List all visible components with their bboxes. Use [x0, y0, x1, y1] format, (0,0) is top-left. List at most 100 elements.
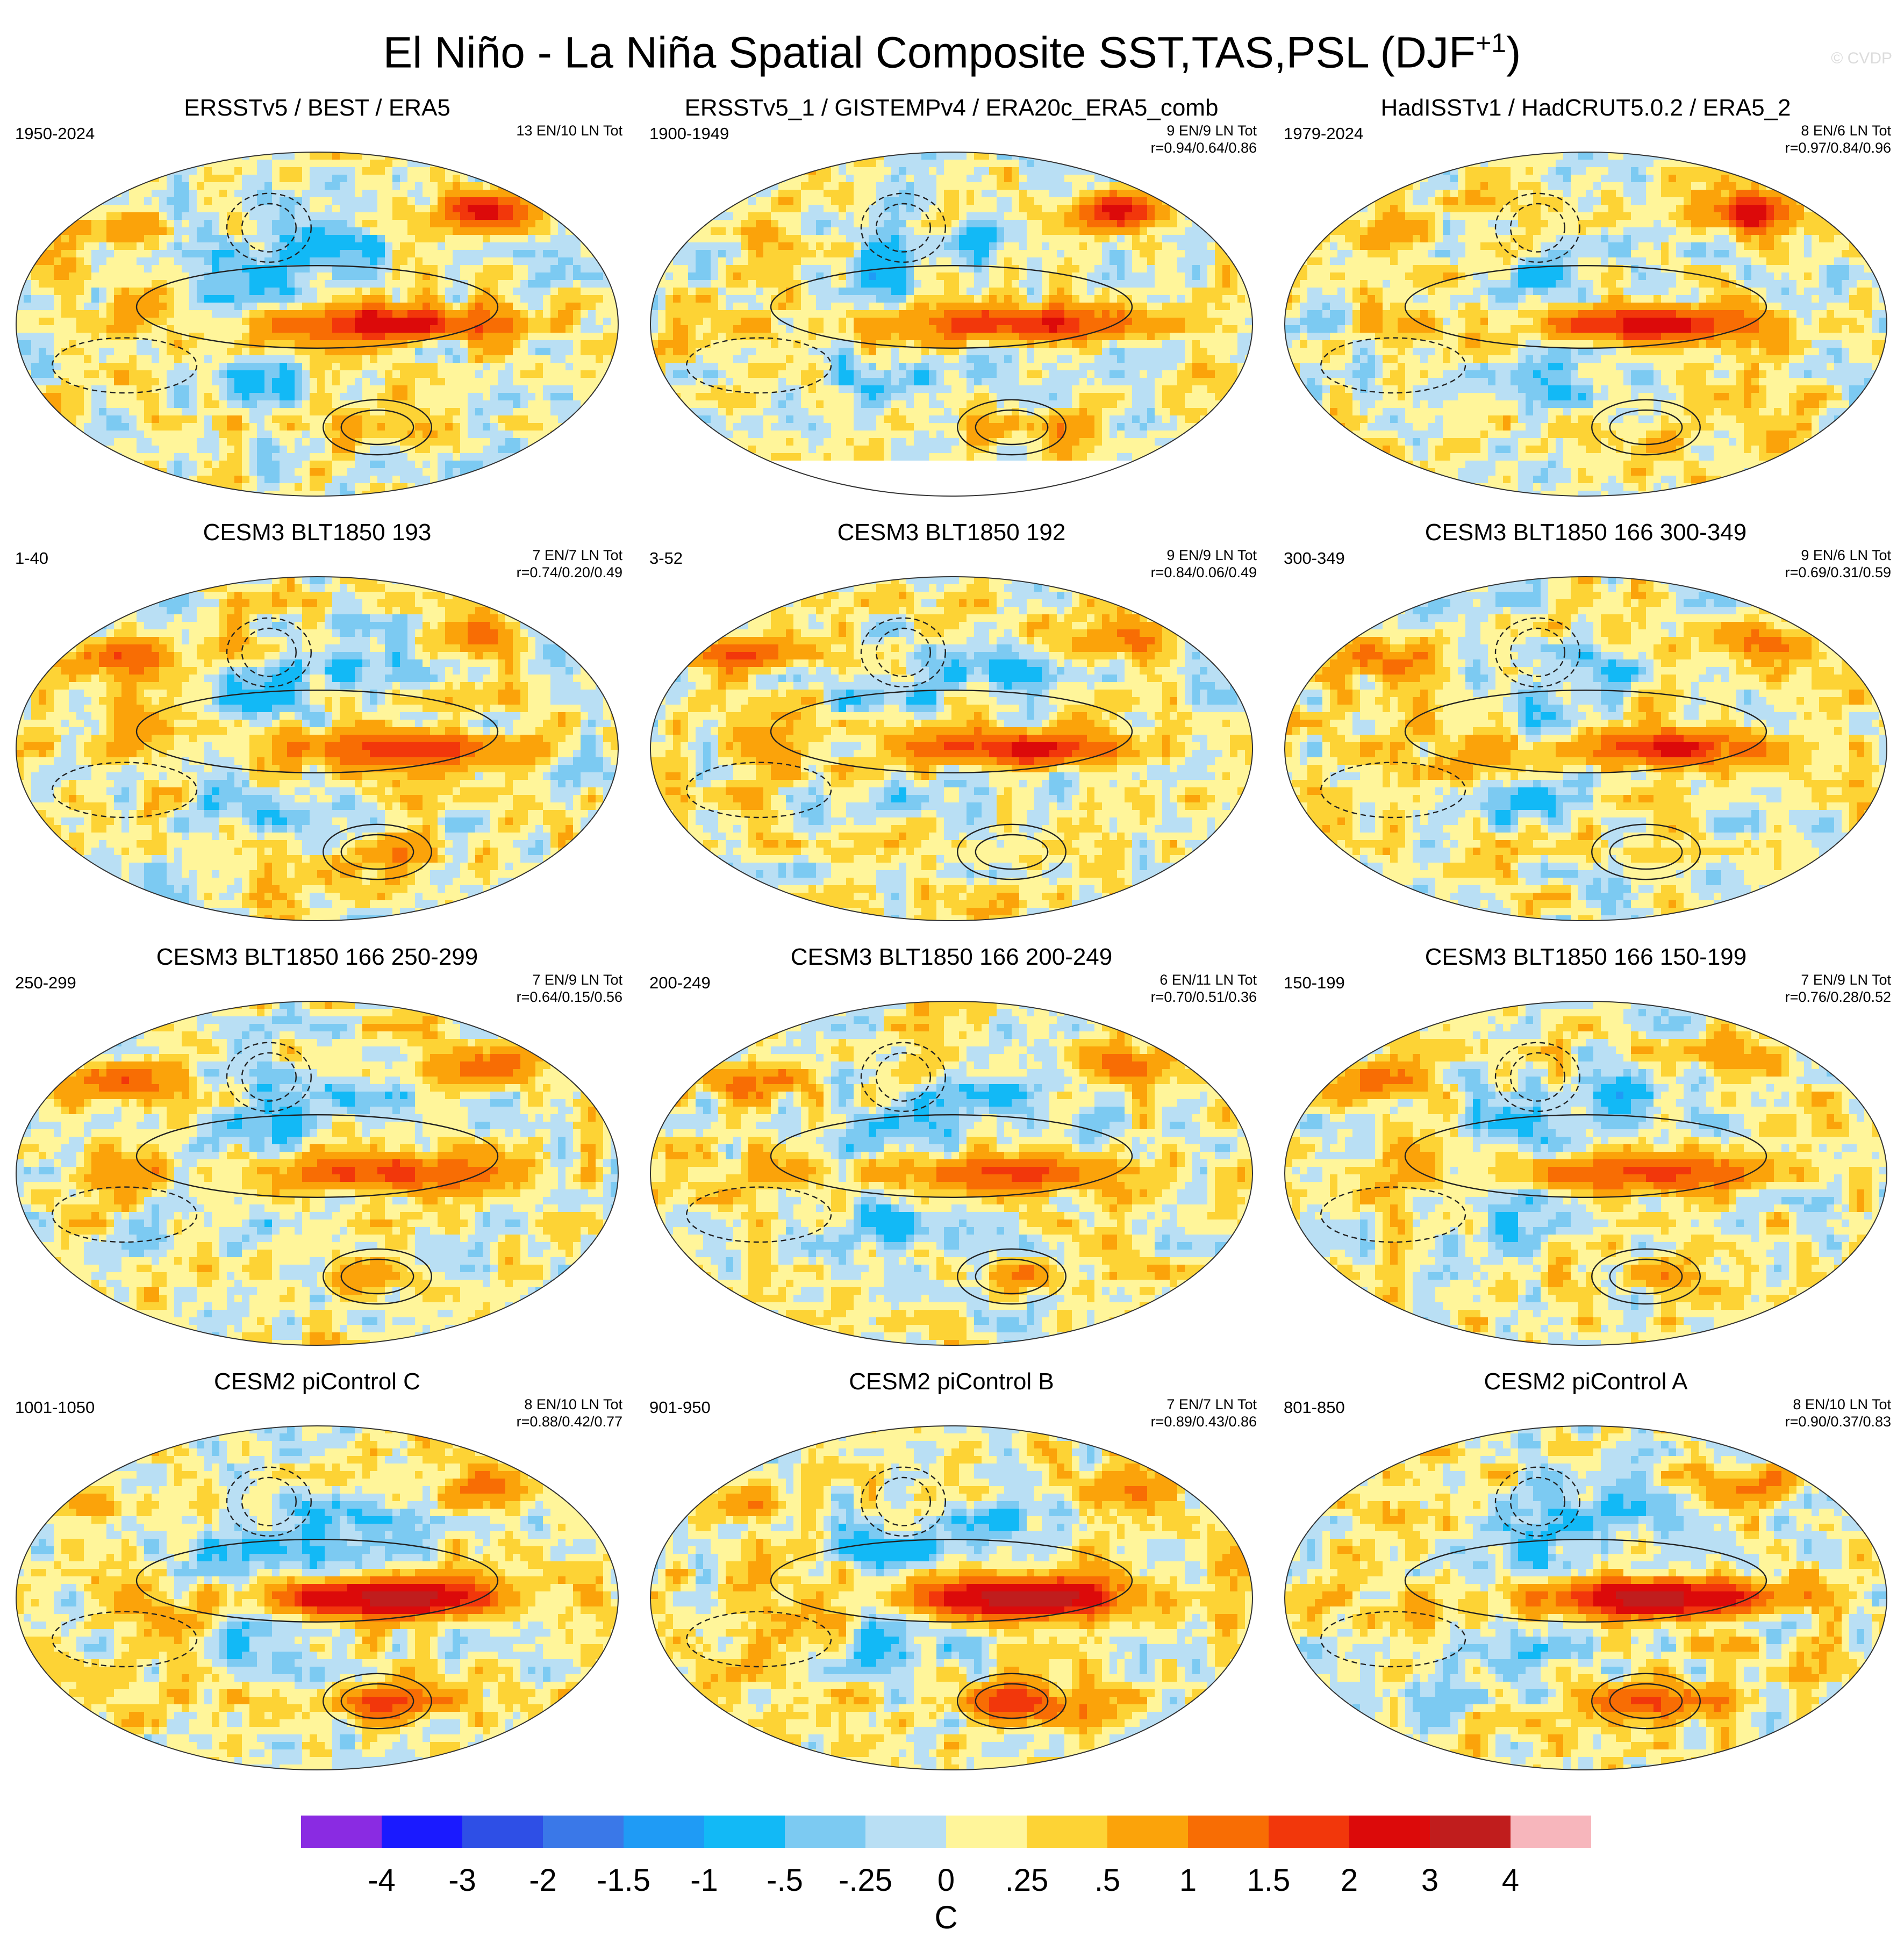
colorbar-tick-label: .5 — [1094, 1863, 1120, 1898]
map-plot — [16, 1001, 619, 1346]
psl-contours — [52, 1042, 499, 1305]
panel-counts: 7 EN/7 LN Tot r=0.74/0.20/0.49 — [517, 547, 622, 581]
colorbar-swatch — [1027, 1816, 1107, 1848]
panel-years: 250-299 — [15, 973, 76, 993]
colorbar-swatch — [301, 1816, 382, 1848]
panel-counts: 9 EN/9 LN Tot r=0.84/0.06/0.49 — [1151, 547, 1257, 581]
psl-contours — [686, 192, 1133, 456]
psl-contours — [52, 192, 499, 456]
colorbar-swatch — [1430, 1816, 1511, 1848]
event-counts: 7 EN/9 LN Tot — [1801, 972, 1891, 988]
panel-counts: 8 EN/10 LN Tot r=0.90/0.37/0.83 — [1785, 1396, 1891, 1430]
psl-contours — [1320, 192, 1767, 456]
colorbar-tick-label: -.5 — [767, 1863, 803, 1898]
colorbar-tick-label: 0 — [937, 1863, 955, 1898]
map-plot — [1284, 576, 1887, 921]
panel-title: CESM2 piControl A — [1274, 1368, 1898, 1396]
panel-title: HadISSTv1 / HadCRUT5.0.2 / ERA5_2 — [1274, 94, 1898, 122]
colorbar-tick-label: 3 — [1421, 1863, 1438, 1898]
panel-years: 1950-2024 — [15, 124, 95, 144]
title-text: El Niño - La Niña Spatial Composite SST,… — [383, 28, 1476, 77]
event-counts: 9 EN/9 LN Tot — [1166, 547, 1257, 563]
event-counts: 8 EN/10 LN Tot — [524, 1396, 622, 1412]
colorbar-tick-label: 1 — [1179, 1863, 1197, 1898]
map-plot — [1284, 1001, 1887, 1346]
psl-contours — [686, 617, 1133, 880]
map-border — [16, 576, 619, 921]
pattern-correlation: r=0.88/0.42/0.77 — [517, 1413, 622, 1430]
map-panel: HadISSTv1 / HadCRUT5.0.2 / ERA5_2 1979-20… — [1274, 94, 1898, 519]
panel-years: 901-950 — [649, 1398, 711, 1417]
panel-title: ERSSTv5_1 / GISTEMPv4 / ERA20c_ERA5_comb — [640, 94, 1263, 122]
panel-title: CESM3 BLT1850 166 200-249 — [640, 943, 1263, 971]
panel-years: 3-52 — [649, 549, 683, 568]
event-counts: 9 EN/6 LN Tot — [1801, 547, 1891, 563]
panel-counts: 9 EN/9 LN Tot r=0.94/0.64/0.86 — [1151, 122, 1257, 156]
map-panel: CESM3 BLT1850 192 3-52 9 EN/9 LN Tot r=0.84… — [640, 519, 1263, 943]
colorbar-swatch — [1269, 1816, 1349, 1848]
map-panel: ERSSTv5 / BEST / ERA5 1950-2024 13 EN/10 L… — [5, 94, 629, 519]
map-plot — [16, 1425, 619, 1770]
event-counts: 8 EN/6 LN Tot — [1801, 123, 1891, 139]
pattern-correlation: r=0.76/0.28/0.52 — [1785, 988, 1891, 1006]
psl-contours — [1320, 1466, 1767, 1730]
event-counts: 7 EN/7 LN Tot — [1166, 1396, 1257, 1412]
map-panel: CESM3 BLT1850 166 200-249 200-249 6 EN/11 … — [640, 943, 1263, 1368]
colorbar-units: C — [934, 1899, 957, 1935]
map-plot — [650, 1425, 1253, 1770]
panel-title: CESM2 piControl B — [640, 1368, 1263, 1396]
panel-years: 1900-1949 — [649, 124, 729, 144]
map-panel: CESM3 BLT1850 166 300-349 300-349 9 EN/6 L… — [1274, 519, 1898, 943]
colorbar-tick-label: -2 — [529, 1863, 557, 1898]
colorbar-tick-label: 4 — [1502, 1863, 1519, 1898]
map-panel: CESM2 piControl C 1001-1050 8 EN/10 LN Tot… — [5, 1368, 629, 1792]
colorbar-swatch — [1349, 1816, 1430, 1848]
pattern-correlation: r=0.89/0.43/0.86 — [1151, 1413, 1257, 1430]
main-title: El Niño - La Niña Spatial Composite SST,… — [0, 16, 1904, 80]
colorbar-swatch — [946, 1816, 1027, 1848]
psl-contours — [52, 1466, 499, 1730]
map-border — [650, 576, 1253, 921]
colorbar-swatch — [462, 1816, 543, 1848]
map-border — [1284, 576, 1887, 921]
colorbar-tick-label: 1.5 — [1247, 1863, 1291, 1898]
psl-contours — [686, 1466, 1133, 1730]
map-plot — [650, 152, 1253, 497]
pattern-correlation: r=0.64/0.15/0.56 — [517, 988, 622, 1006]
panel-counts: 13 EN/10 LN Tot — [516, 122, 622, 139]
map-border — [1284, 152, 1887, 497]
colorbar-swatch — [1188, 1816, 1269, 1848]
map-plot — [1284, 152, 1887, 497]
panel-title: CESM3 BLT1850 192 — [640, 519, 1263, 547]
panel-years: 150-199 — [1284, 973, 1345, 993]
panel-counts: 7 EN/9 LN Tot r=0.76/0.28/0.52 — [1785, 971, 1891, 1006]
map-panel: CESM3 BLT1850 193 1-40 7 EN/7 LN Tot r=0.74… — [5, 519, 629, 943]
map-panel: CESM2 piControl B 901-950 7 EN/7 LN Tot r=0… — [640, 1368, 1263, 1792]
pattern-correlation: r=0.84/0.06/0.49 — [1151, 564, 1257, 581]
panel-title: ERSSTv5 / BEST / ERA5 — [5, 94, 629, 122]
panel-counts: 8 EN/10 LN Tot r=0.88/0.42/0.77 — [517, 1396, 622, 1430]
colorbar-swatch — [1107, 1816, 1188, 1848]
event-counts: 8 EN/10 LN Tot — [1793, 1396, 1891, 1412]
map-panel: CESM3 BLT1850 166 150-199 150-199 7 EN/9 L… — [1274, 943, 1898, 1368]
event-counts: 6 EN/11 LN Tot — [1159, 972, 1257, 988]
panel-title: CESM3 BLT1850 166 250-299 — [5, 943, 629, 971]
map-border — [16, 1001, 619, 1346]
panel-years: 300-349 — [1284, 549, 1345, 568]
event-counts: 7 EN/7 LN Tot — [532, 547, 622, 563]
colorbar-swatch — [543, 1816, 624, 1848]
anomaly-field — [16, 577, 618, 921]
colorbar-swatch — [382, 1816, 462, 1848]
map-panel: CESM3 BLT1850 166 250-299 250-299 7 EN/9 L… — [5, 943, 629, 1368]
pattern-correlation: r=0.94/0.64/0.86 — [1151, 139, 1257, 156]
colorbar-tick-label: -4 — [368, 1863, 396, 1898]
map-panel: ERSSTv5_1 / GISTEMPv4 / ERA20c_ERA5_comb… — [640, 94, 1263, 519]
colorbar-tick-label: -1 — [690, 1863, 718, 1898]
colorbar-swatch — [785, 1816, 865, 1848]
event-counts: 7 EN/9 LN Tot — [532, 972, 622, 988]
colorbar-tick-label: 2 — [1341, 1863, 1358, 1898]
title-superscript: +1 — [1476, 28, 1506, 58]
map-border — [16, 1425, 619, 1770]
watermark: © CVDP — [1831, 49, 1892, 68]
map-plot — [1284, 1425, 1887, 1770]
